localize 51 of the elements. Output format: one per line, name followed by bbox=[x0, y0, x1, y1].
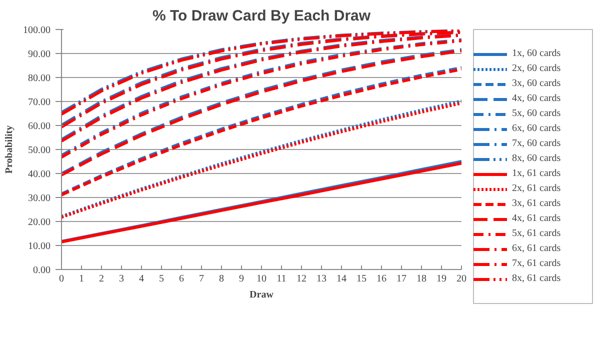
x-tick-label: 20 bbox=[456, 274, 466, 284]
y-tick-label: 50.00 bbox=[28, 145, 50, 156]
legend-label: 3x, 60 cards bbox=[512, 78, 561, 89]
legend-label: 1x, 60 cards bbox=[512, 48, 561, 59]
legend-label: 2x, 60 cards bbox=[512, 63, 561, 74]
y-axis-title: Probability bbox=[4, 125, 15, 174]
x-tick-label: 7 bbox=[199, 274, 204, 284]
legend-label: 7x, 60 cards bbox=[512, 138, 561, 149]
y-tick-label: 70.00 bbox=[28, 97, 50, 108]
legend-label: 4x, 61 cards bbox=[512, 213, 561, 224]
x-tick-label: 10 bbox=[256, 274, 266, 284]
legend-label: 1x, 61 cards bbox=[512, 168, 561, 179]
x-tick-label: 15 bbox=[356, 274, 366, 284]
chart-title: % To Draw Card By Each Draw bbox=[152, 8, 371, 24]
x-tick-label: 3 bbox=[119, 274, 124, 284]
x-tick-label: 13 bbox=[316, 274, 326, 284]
y-tick-label: 0.00 bbox=[33, 265, 50, 276]
x-tick-label: 9 bbox=[239, 274, 244, 284]
x-tick-label: 11 bbox=[276, 274, 286, 284]
legend-label: 7x, 61 cards bbox=[512, 258, 561, 269]
y-tick-label: 40.00 bbox=[28, 169, 50, 180]
x-tick-label: 4 bbox=[139, 274, 144, 284]
legend-label: 6x, 61 cards bbox=[512, 243, 561, 254]
legend-label: 3x, 61 cards bbox=[512, 198, 561, 209]
y-tick-label: 90.00 bbox=[28, 49, 50, 60]
x-tick-label: 17 bbox=[396, 274, 406, 284]
x-tick-label: 5 bbox=[159, 274, 164, 284]
x-tick-label: 19 bbox=[436, 274, 446, 284]
x-tick-label: 12 bbox=[296, 274, 306, 284]
x-tick-label: 8 bbox=[219, 274, 224, 284]
legend-label: 8x, 60 cards bbox=[512, 153, 561, 164]
x-tick-label: 1 bbox=[79, 274, 84, 284]
y-tick-label: 100.00 bbox=[23, 25, 50, 36]
legend-label: 8x, 61 cards bbox=[512, 273, 561, 284]
legend-label: 5x, 61 cards bbox=[512, 228, 561, 239]
legend-label: 2x, 61 cards bbox=[512, 183, 561, 194]
y-tick-label: 20.00 bbox=[28, 217, 50, 228]
x-tick-label: 18 bbox=[416, 274, 426, 284]
legend-label: 6x, 60 cards bbox=[512, 123, 561, 134]
x-tick-label: 0 bbox=[59, 274, 64, 284]
x-tick-label: 2 bbox=[99, 274, 104, 284]
x-tick-label: 14 bbox=[336, 274, 346, 284]
x-tick-label: 16 bbox=[376, 274, 386, 284]
y-tick-label: 60.00 bbox=[28, 121, 50, 132]
legend-label: 5x, 60 cards bbox=[512, 108, 561, 119]
y-tick-label: 30.00 bbox=[28, 193, 50, 204]
x-axis-title: Draw bbox=[250, 290, 274, 300]
y-tick-label: 10.00 bbox=[28, 241, 50, 252]
legend-label: 4x, 60 cards bbox=[512, 93, 561, 104]
y-tick-label: 80.00 bbox=[28, 73, 50, 84]
x-tick-label: 6 bbox=[179, 274, 184, 284]
